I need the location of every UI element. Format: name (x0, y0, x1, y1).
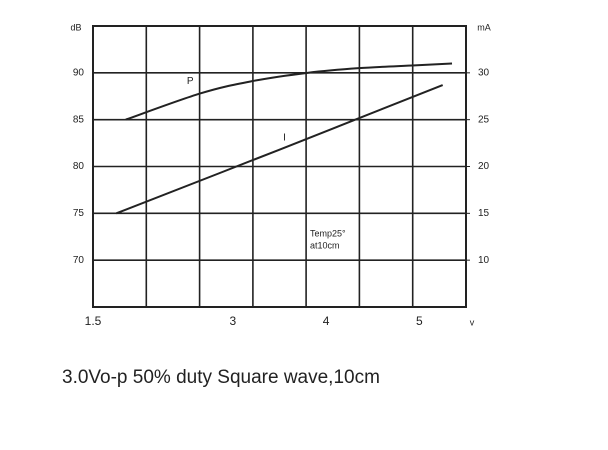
y-tick-label: 75 (73, 208, 85, 219)
y-tick-label: 85 (73, 114, 85, 125)
x-tick-label: 4 (323, 314, 330, 328)
caption: 3.0Vo-p 50% duty Square wave,10cm (62, 367, 380, 388)
annotation: Temp25° (310, 228, 346, 238)
y2-tick-label: 25 (478, 114, 490, 125)
y2-tick-label: 20 (478, 161, 490, 172)
y2-axis-unit: mA (477, 22, 491, 32)
series-line (125, 62, 453, 121)
y2-tick-label: 15 (478, 208, 490, 219)
x-axis-unit: v (470, 317, 475, 327)
y-tick-label: 90 (73, 67, 85, 78)
series-line (115, 84, 444, 215)
y2-tick-label: 10 (478, 255, 490, 266)
series-label: I (283, 132, 286, 143)
y-tick-label: 70 (73, 255, 85, 266)
x-tick-label: 3 (230, 314, 237, 328)
series-label: P (187, 76, 194, 87)
y2-tick-label: 30 (478, 67, 490, 78)
y-tick-label: 80 (73, 161, 85, 172)
annotation: at10cm (310, 240, 340, 250)
x-tick-label: 5 (416, 314, 423, 328)
x-tick-label: 1.5 (85, 314, 102, 328)
y-axis-unit: dB (70, 22, 81, 32)
